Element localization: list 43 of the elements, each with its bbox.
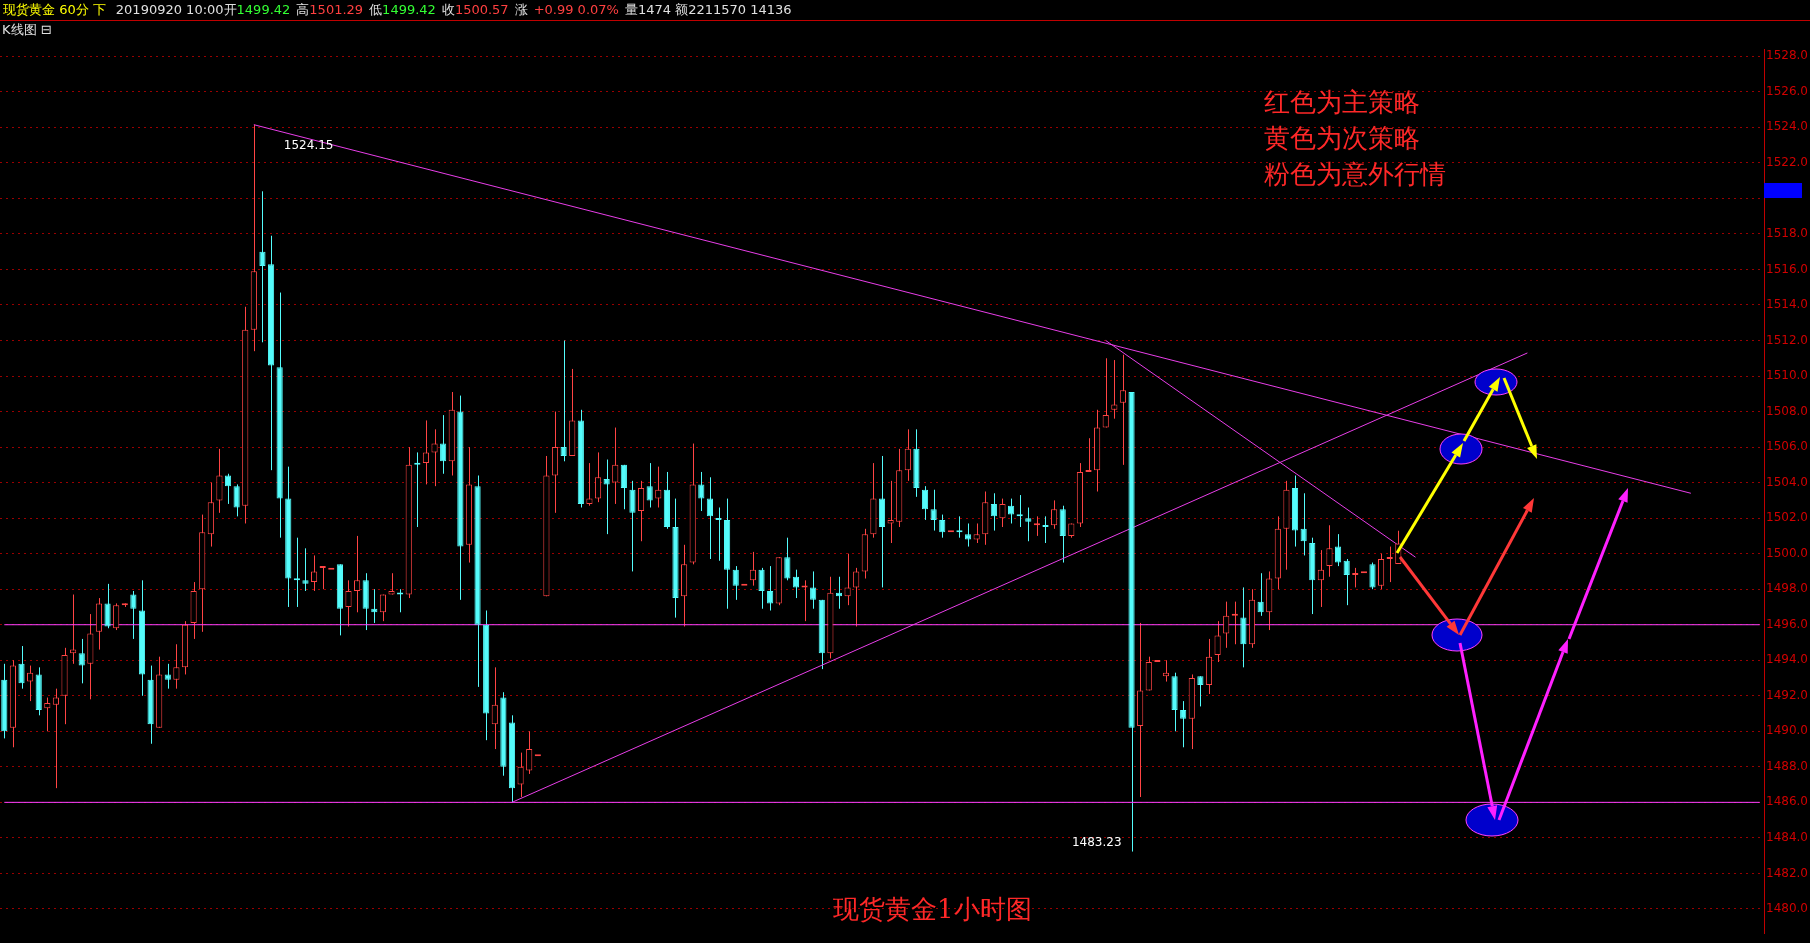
annotation: 1483.23 [1071,834,1122,849]
y-tick-label: 1526.0 [1766,83,1809,98]
text: K线图 ⊟ [2,21,52,39]
annotation: 红色为主策略 [1264,86,1421,119]
y-tick-label: 1502.0 [1766,510,1809,525]
y-tick-label: 1498.0 [1766,581,1809,596]
y-tick-label: 1522.0 [1766,155,1809,170]
y-tick-label: 1494.0 [1766,652,1809,667]
text: 收 [441,2,455,17]
y-tick-label: 1516.0 [1766,261,1809,276]
y-tick-label: 1492.0 [1766,687,1809,702]
text: 1501.29 [309,2,364,17]
text: 1499.42 [382,2,436,17]
y-tick-label: 1480.0 [1766,901,1809,916]
y-tick-label: 1488.0 [1766,758,1809,773]
text: 低 [369,2,383,17]
annotation: 1524.15 [283,137,334,152]
y-tick-label: 1496.0 [1766,616,1809,631]
y-tick-label: 1500.0 [1766,545,1809,560]
text: 量1474 额2211570 14136 [624,2,792,17]
annotation: 粉色为意外行情 [1264,158,1446,191]
text: 1499.42 [236,2,291,17]
annotation: 现货黄金1小时图 [833,893,1032,926]
text: 1500.57 [454,2,509,17]
y-tick-label: 1514.0 [1766,297,1809,312]
y-tick-label: 1490.0 [1766,723,1809,738]
y-tick-label: 1512.0 [1766,332,1809,347]
y-tick-label: 1528.0 [1766,48,1809,63]
y-tick-label: 1518.0 [1766,226,1809,241]
y-tick-label: 1510.0 [1766,368,1809,383]
text: 涨 [514,2,528,17]
text: 20190920 10:00开 [115,2,237,17]
y-tick-label: 1524.0 [1766,119,1809,134]
chart-title: 现货黄金 60分 下 [3,2,106,17]
y-tick-label: 1482.0 [1766,865,1809,880]
text: +0.99 0.07% [533,2,619,17]
text: 高 [296,2,310,17]
annotation: 黄色为次策略 [1264,122,1421,155]
y-tick-label: 1506.0 [1766,439,1809,454]
y-tick-label: 1508.0 [1766,403,1809,418]
y-tick-label: 1504.0 [1766,474,1809,489]
y-tick-label: 1484.0 [1766,830,1809,844]
y-tick-label: 1486.0 [1766,794,1809,809]
